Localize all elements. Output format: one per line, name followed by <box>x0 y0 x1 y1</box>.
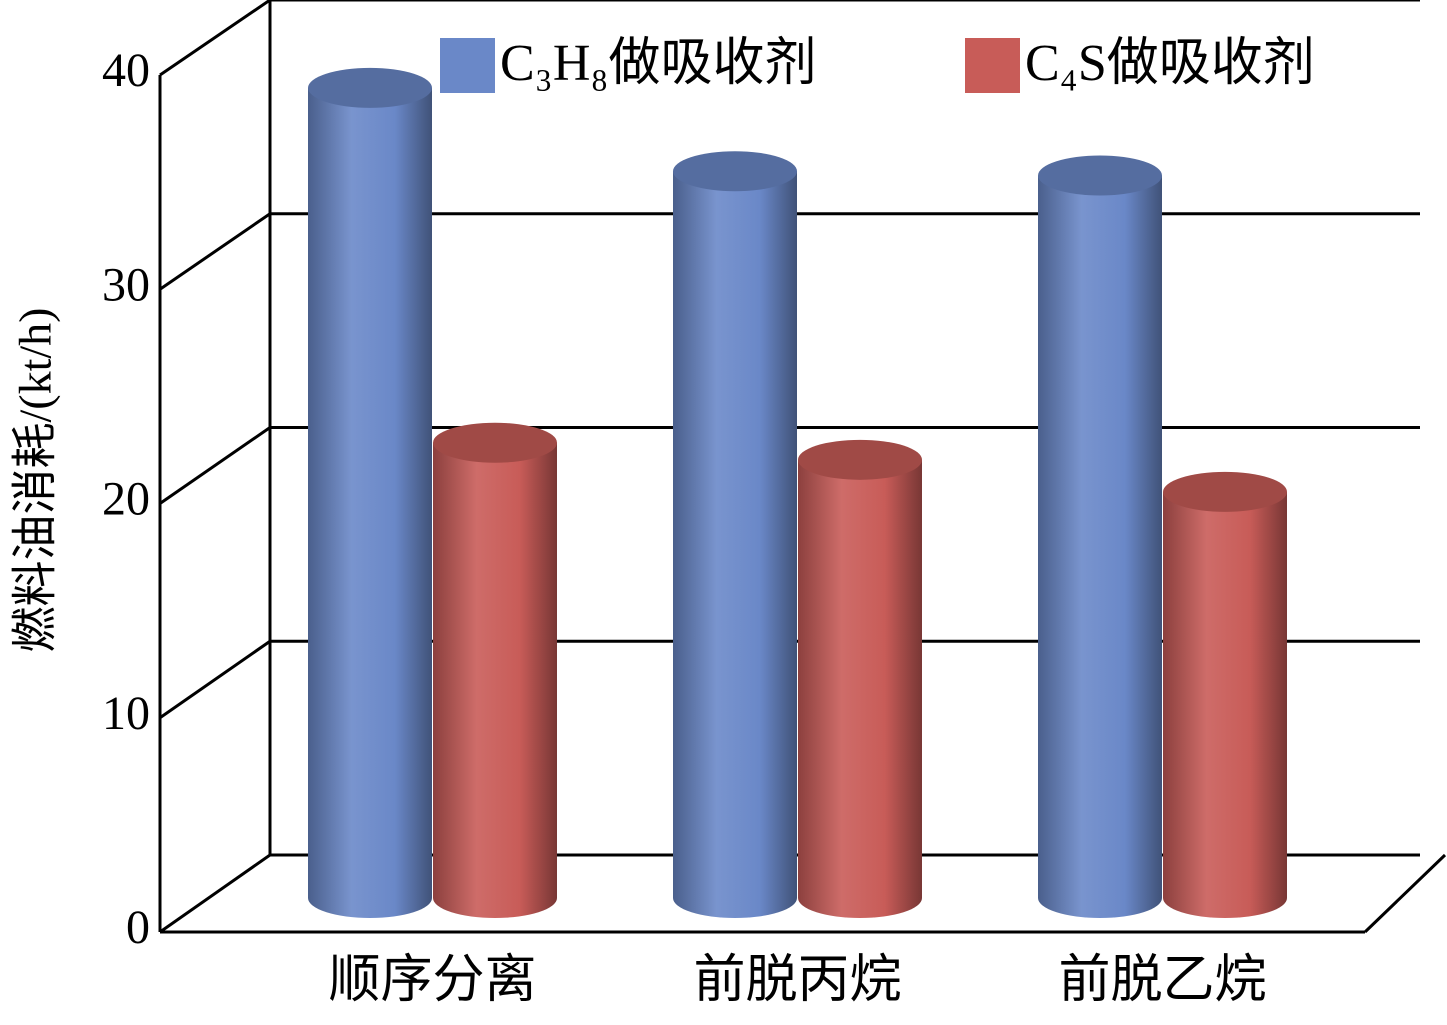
bar-top <box>1038 155 1162 196</box>
grid-line-side <box>159 212 271 291</box>
grid-line-side <box>159 426 271 505</box>
grid-line-side <box>159 640 271 719</box>
bar <box>308 67 432 918</box>
bar-top <box>308 67 432 108</box>
bar-body <box>1038 175 1162 918</box>
y-tick-label: 10 <box>102 687 150 740</box>
bar-body <box>798 459 922 918</box>
floor-right <box>1363 853 1447 934</box>
grid-line-side <box>159 853 271 934</box>
bar-body <box>1163 491 1287 918</box>
bar <box>673 151 797 918</box>
legend-swatch <box>440 38 495 93</box>
bar <box>798 439 922 918</box>
bar <box>1163 471 1287 918</box>
x-tick-label: 前脱乙烷 <box>1058 952 1266 1009</box>
legend-label: C₄S做吸收剂 <box>1025 35 1315 92</box>
legend-swatch <box>965 38 1020 93</box>
bar-body <box>673 171 797 918</box>
bar-top <box>673 151 797 192</box>
bar-top <box>433 422 557 463</box>
bar-top <box>798 439 922 480</box>
y-tick-label: 30 <box>102 258 150 311</box>
bar <box>433 422 557 918</box>
y-tick-label: 0 <box>126 901 150 954</box>
y-axis-label: 燃料油消耗/(kt/h) <box>10 308 61 653</box>
bar <box>1038 155 1162 918</box>
y-tick-label: 20 <box>102 473 150 526</box>
grid-line-side <box>159 0 271 77</box>
legend-label: C₃H₈做吸收剂 <box>500 35 817 92</box>
x-tick-label: 顺序分离 <box>328 952 536 1009</box>
bar-top <box>1163 471 1287 512</box>
y-tick-label: 40 <box>102 44 150 97</box>
bar-body <box>308 87 432 918</box>
x-tick-label: 前脱丙烷 <box>693 952 901 1009</box>
bar-body <box>433 442 557 918</box>
